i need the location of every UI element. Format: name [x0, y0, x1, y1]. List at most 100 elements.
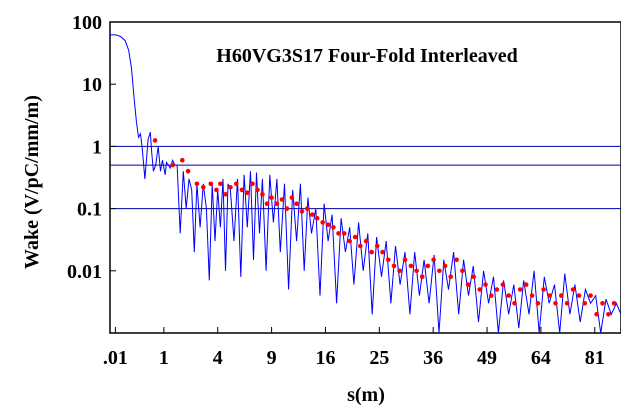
series-point — [606, 312, 611, 317]
series-point — [228, 185, 233, 190]
series-point — [506, 293, 512, 298]
series-point — [255, 187, 260, 193]
series-point — [299, 209, 305, 214]
series-point — [320, 220, 326, 225]
series-point — [523, 282, 529, 287]
series-point — [274, 201, 280, 206]
series-point — [180, 157, 185, 163]
series-point — [414, 268, 419, 274]
series-point — [594, 312, 599, 317]
series-point — [380, 249, 385, 255]
y-tick-label: 100 — [72, 12, 102, 34]
series-point — [336, 231, 341, 236]
series-point — [310, 212, 315, 217]
series-point — [304, 206, 310, 211]
series-point — [600, 301, 605, 306]
series-point — [284, 206, 290, 211]
series-point — [553, 301, 558, 306]
x-axis-title: s(m) — [347, 384, 385, 406]
series-point — [369, 249, 375, 255]
series-point — [289, 195, 295, 200]
series-point — [471, 274, 477, 280]
series-point — [374, 243, 380, 249]
y-tick-label: 1 — [92, 136, 102, 158]
series-point — [294, 201, 299, 206]
series-point — [250, 181, 255, 187]
series-point — [279, 197, 285, 202]
series-point — [239, 187, 245, 193]
y-tick-label: 0.01 — [67, 261, 102, 283]
series-point — [194, 181, 200, 187]
x-tick-label: 9 — [267, 347, 277, 369]
series-point — [442, 263, 448, 269]
series-point — [347, 238, 353, 244]
series-point — [570, 287, 576, 292]
series-point — [331, 225, 336, 230]
series-point — [431, 257, 436, 263]
series-point — [170, 162, 175, 168]
series-line-0 — [110, 34, 621, 334]
series-point — [576, 293, 582, 298]
series-point — [494, 287, 500, 292]
series-point — [611, 301, 617, 306]
series-point — [460, 268, 465, 274]
series-point — [325, 222, 331, 227]
series-point — [419, 274, 425, 280]
x-tick-label: 49 — [477, 347, 497, 369]
series-point — [517, 287, 523, 292]
series-point — [214, 187, 219, 193]
y-axis-title: Wake (V/pC/mm/m) — [21, 95, 43, 269]
series-point — [564, 301, 570, 306]
y-tick-label: 0.1 — [77, 199, 102, 221]
reference-lines — [110, 145, 621, 210]
y-tick-label: 10 — [82, 74, 102, 96]
x-tick-label: 16 — [315, 347, 335, 369]
x-tick-label: 81 — [585, 347, 605, 369]
series-point — [201, 185, 206, 190]
chart-title: H60VG3S17 Four-Fold Interleaved — [216, 45, 517, 67]
series-point — [541, 287, 546, 292]
series-point — [314, 215, 320, 221]
series-point — [477, 287, 483, 292]
series-point — [234, 181, 239, 187]
series-point — [465, 282, 471, 287]
series-point — [500, 282, 506, 287]
series-point — [512, 301, 517, 306]
x-tick-label: 36 — [423, 347, 443, 369]
series-point — [535, 301, 541, 306]
series-point — [352, 234, 358, 240]
series-point — [341, 231, 347, 236]
series-point — [223, 192, 228, 197]
series-point — [425, 263, 431, 269]
series-point — [208, 181, 214, 187]
series-point — [391, 263, 397, 269]
series-layer — [110, 34, 621, 334]
series-point — [437, 268, 442, 274]
x-tick-label: 4 — [213, 347, 223, 369]
series-point — [260, 192, 265, 197]
series-point — [264, 201, 270, 206]
series-point — [152, 138, 158, 143]
series-point — [218, 181, 223, 187]
series-point — [358, 243, 363, 249]
series-point — [245, 190, 250, 195]
series-point — [489, 293, 494, 298]
series-point — [547, 293, 552, 298]
x-tick-label: 25 — [369, 347, 389, 369]
series-point — [582, 301, 588, 306]
series-point — [402, 257, 408, 263]
series-point — [185, 168, 191, 174]
series-point — [588, 293, 593, 298]
x-tick-label: .01 — [103, 347, 128, 369]
plot-frame — [109, 21, 621, 334]
series-point — [408, 263, 414, 269]
series-point — [363, 238, 369, 244]
series-point — [483, 282, 488, 287]
series-point — [386, 257, 391, 263]
series-point — [448, 274, 454, 280]
series-point — [559, 293, 564, 298]
series-point — [269, 195, 274, 200]
series-point — [529, 293, 535, 298]
